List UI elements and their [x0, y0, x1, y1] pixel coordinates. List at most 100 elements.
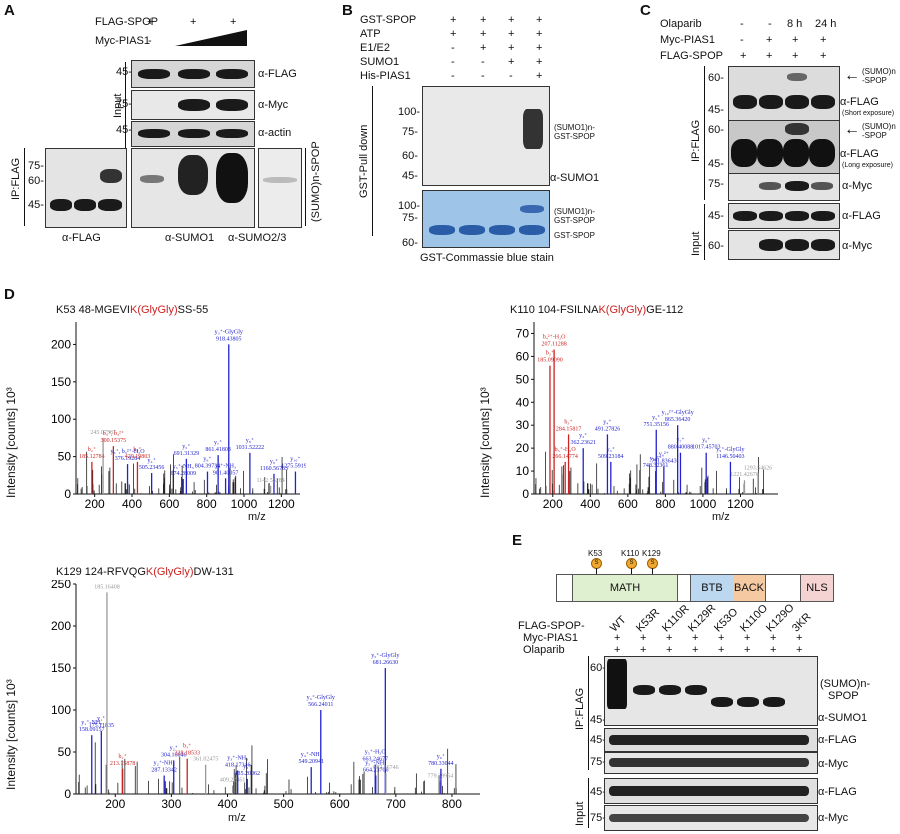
b-row-label: ATP: [360, 28, 381, 40]
c-sign: +: [792, 50, 799, 62]
blot-a-ip-sumo1: [131, 148, 255, 228]
peak-ion-label: y₃⁺: [607, 446, 615, 453]
x-tick-label: 1000: [690, 497, 717, 511]
blot-c-flag-short: [728, 66, 840, 122]
peak-ion-label: y₉⁺-GlyGly: [716, 446, 744, 453]
panel-label-c: C: [640, 2, 651, 19]
panel-label-a: A: [4, 2, 15, 19]
peak-mz-label: 918.43805: [216, 336, 242, 342]
bracket-line: [588, 778, 589, 828]
c-sign: 8 h: [787, 18, 803, 30]
spectrum-k110: 0 10 20 30 40 50 60 70 200 400 600 800 1000 1200 b₂⁺18…: [516, 322, 778, 511]
a-ip-label: IP:FLAG: [10, 157, 22, 200]
b-row-label: His-PIAS1: [360, 70, 411, 82]
e-sign: +: [796, 632, 803, 644]
peak-mz-label: 1221.42676: [730, 472, 759, 478]
peak-mz-label: 674.28009: [170, 471, 196, 477]
antibody-label: α-FLAG: [842, 210, 881, 222]
peak-ion-label: y₃⁺-NH₃: [227, 754, 248, 761]
y-tick-label: 70: [516, 326, 530, 340]
x-tick-label: 200: [105, 797, 125, 811]
peak-ion-label: y₅⁺-GlyGly: [371, 652, 399, 659]
e-sign: +: [718, 644, 725, 656]
y-tick-label: 40: [516, 395, 530, 409]
peak-mz-label: 376.19284: [115, 456, 141, 462]
mw-marker: 45-: [590, 714, 606, 726]
x-tick-label: 600: [618, 497, 638, 511]
peak-mz-label: 213.15878: [110, 761, 136, 767]
c-annotation: (SUMO)n: [862, 122, 896, 131]
x-tick-label: 200: [85, 497, 105, 511]
y-tick-label: 200: [51, 619, 71, 633]
peak-ion-label: y₄⁺-GlyGly: [307, 694, 335, 701]
peak-mz-label: 328.18533: [174, 751, 200, 757]
peak-ion-label: b₃⁺: [183, 743, 191, 750]
peak-mz-label: 491.27826: [595, 426, 621, 432]
peak-mz-label: 158.09157: [79, 727, 105, 733]
title-modification: K(GlyGly): [598, 304, 647, 316]
peak-ion-label: y₅⁺-NH₃: [365, 760, 386, 767]
b-sign: +: [536, 14, 543, 26]
x-axis-label: m/z: [228, 812, 246, 824]
x-axis-label: m/z: [712, 511, 730, 523]
arrow-icon: ←: [844, 67, 860, 84]
c-sign: +: [820, 34, 827, 46]
site-label: K110: [621, 549, 640, 558]
b-sign: +: [536, 28, 543, 40]
e-sign: +: [666, 644, 673, 656]
x-tick-label: 600: [159, 497, 179, 511]
e-sign: +: [692, 632, 699, 644]
blot-e-input-myc: [604, 805, 818, 831]
peak-ion-label: y₃⁺: [579, 432, 587, 439]
b-annotation: (SUMO1)n-: [554, 123, 595, 132]
e-sign: +: [796, 644, 803, 656]
mw-marker: 45-: [590, 734, 606, 746]
b-sign: +: [536, 42, 543, 54]
y-axis-label: Intensity [counts] 10³: [4, 679, 18, 790]
mw-marker: 100-: [398, 200, 421, 212]
y-tick-label: 100: [51, 703, 71, 717]
c-row-label: Olaparib: [660, 18, 702, 30]
e-sign: +: [614, 644, 621, 656]
exposure-label: (Short exposure): [842, 110, 895, 117]
title-modification: K(GlyGly): [129, 304, 178, 316]
y-tick-label: 60: [516, 349, 530, 363]
b-row-label: GST-SPOP: [360, 14, 417, 26]
peak-ion-label: y₆⁺: [203, 456, 211, 463]
b-annotation: GST-SPOP: [554, 132, 595, 141]
e-sign: +: [744, 644, 751, 656]
e-sign: +: [640, 644, 647, 656]
peak-ion-label: b₃⁺: [564, 418, 572, 425]
x-tick-label: 1000: [231, 497, 258, 511]
x-tick-label: 800: [655, 497, 675, 511]
c-sign: +: [766, 50, 773, 62]
mw-marker: 60-: [708, 124, 724, 136]
peak-ion-label: y₁₀²⁺-GlyGly: [662, 409, 694, 416]
e-sign: +: [614, 632, 621, 644]
peak-mz-label: 880.40088: [668, 445, 694, 451]
b-sign: +: [480, 42, 487, 54]
y-tick-label: 50: [58, 450, 72, 464]
peak-mz-label: 175.11835: [89, 723, 114, 729]
peak-ion-label: y₁⁺: [97, 715, 105, 722]
lane-label: K129O: [764, 601, 797, 635]
exposure-label: (Long exposure): [842, 162, 893, 169]
e-row-label: Myc-PIAS1: [523, 632, 579, 644]
peak-mz-label: 791.83643: [651, 458, 677, 464]
peak-mz-label: 429.19803: [125, 454, 151, 460]
e-sign: +: [640, 632, 647, 644]
blot-b-sumo1: [422, 86, 550, 186]
e-annotation: SPOP: [828, 690, 859, 702]
peak-ion-label: b₂⁺: [119, 753, 127, 760]
y-tick-label: 0: [522, 487, 529, 501]
e-annotation: (SUMO)n-: [820, 678, 871, 690]
peak-ion-label: y₅⁺: [652, 414, 660, 421]
mw-marker: 100-: [398, 106, 421, 118]
y-tick-label: 20: [516, 441, 530, 455]
x-tick-label: 400: [217, 797, 237, 811]
peak-ion-label: y₂⁺: [170, 744, 178, 751]
domain-back: BACK: [733, 575, 766, 601]
x-tick-label: 600: [330, 797, 350, 811]
x-tick-label: 400: [122, 497, 142, 511]
